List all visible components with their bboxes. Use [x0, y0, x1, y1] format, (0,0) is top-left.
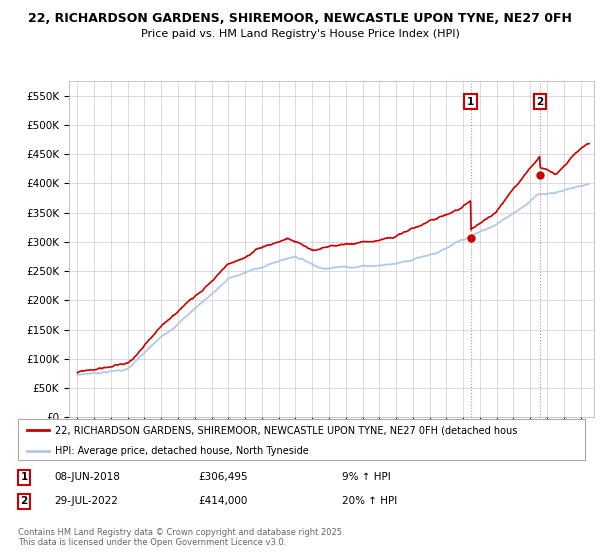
Text: £306,495: £306,495 — [198, 472, 248, 482]
Text: HPI: Average price, detached house, North Tyneside: HPI: Average price, detached house, Nort… — [55, 446, 308, 456]
Text: 1: 1 — [20, 472, 28, 482]
Text: Contains HM Land Registry data © Crown copyright and database right 2025.
This d: Contains HM Land Registry data © Crown c… — [18, 528, 344, 547]
Text: £414,000: £414,000 — [198, 496, 247, 506]
Text: 20% ↑ HPI: 20% ↑ HPI — [342, 496, 397, 506]
Text: 22, RICHARDSON GARDENS, SHIREMOOR, NEWCASTLE UPON TYNE, NE27 0FH (detached hous: 22, RICHARDSON GARDENS, SHIREMOOR, NEWCA… — [55, 426, 517, 436]
Text: 08-JUN-2018: 08-JUN-2018 — [54, 472, 120, 482]
Text: 22, RICHARDSON GARDENS, SHIREMOOR, NEWCASTLE UPON TYNE, NE27 0FH: 22, RICHARDSON GARDENS, SHIREMOOR, NEWCA… — [28, 12, 572, 25]
Text: 29-JUL-2022: 29-JUL-2022 — [54, 496, 118, 506]
Text: Price paid vs. HM Land Registry's House Price Index (HPI): Price paid vs. HM Land Registry's House … — [140, 29, 460, 39]
Text: 2: 2 — [536, 97, 544, 106]
Text: 2: 2 — [20, 496, 28, 506]
Text: 9% ↑ HPI: 9% ↑ HPI — [342, 472, 391, 482]
Text: 1: 1 — [467, 97, 474, 106]
